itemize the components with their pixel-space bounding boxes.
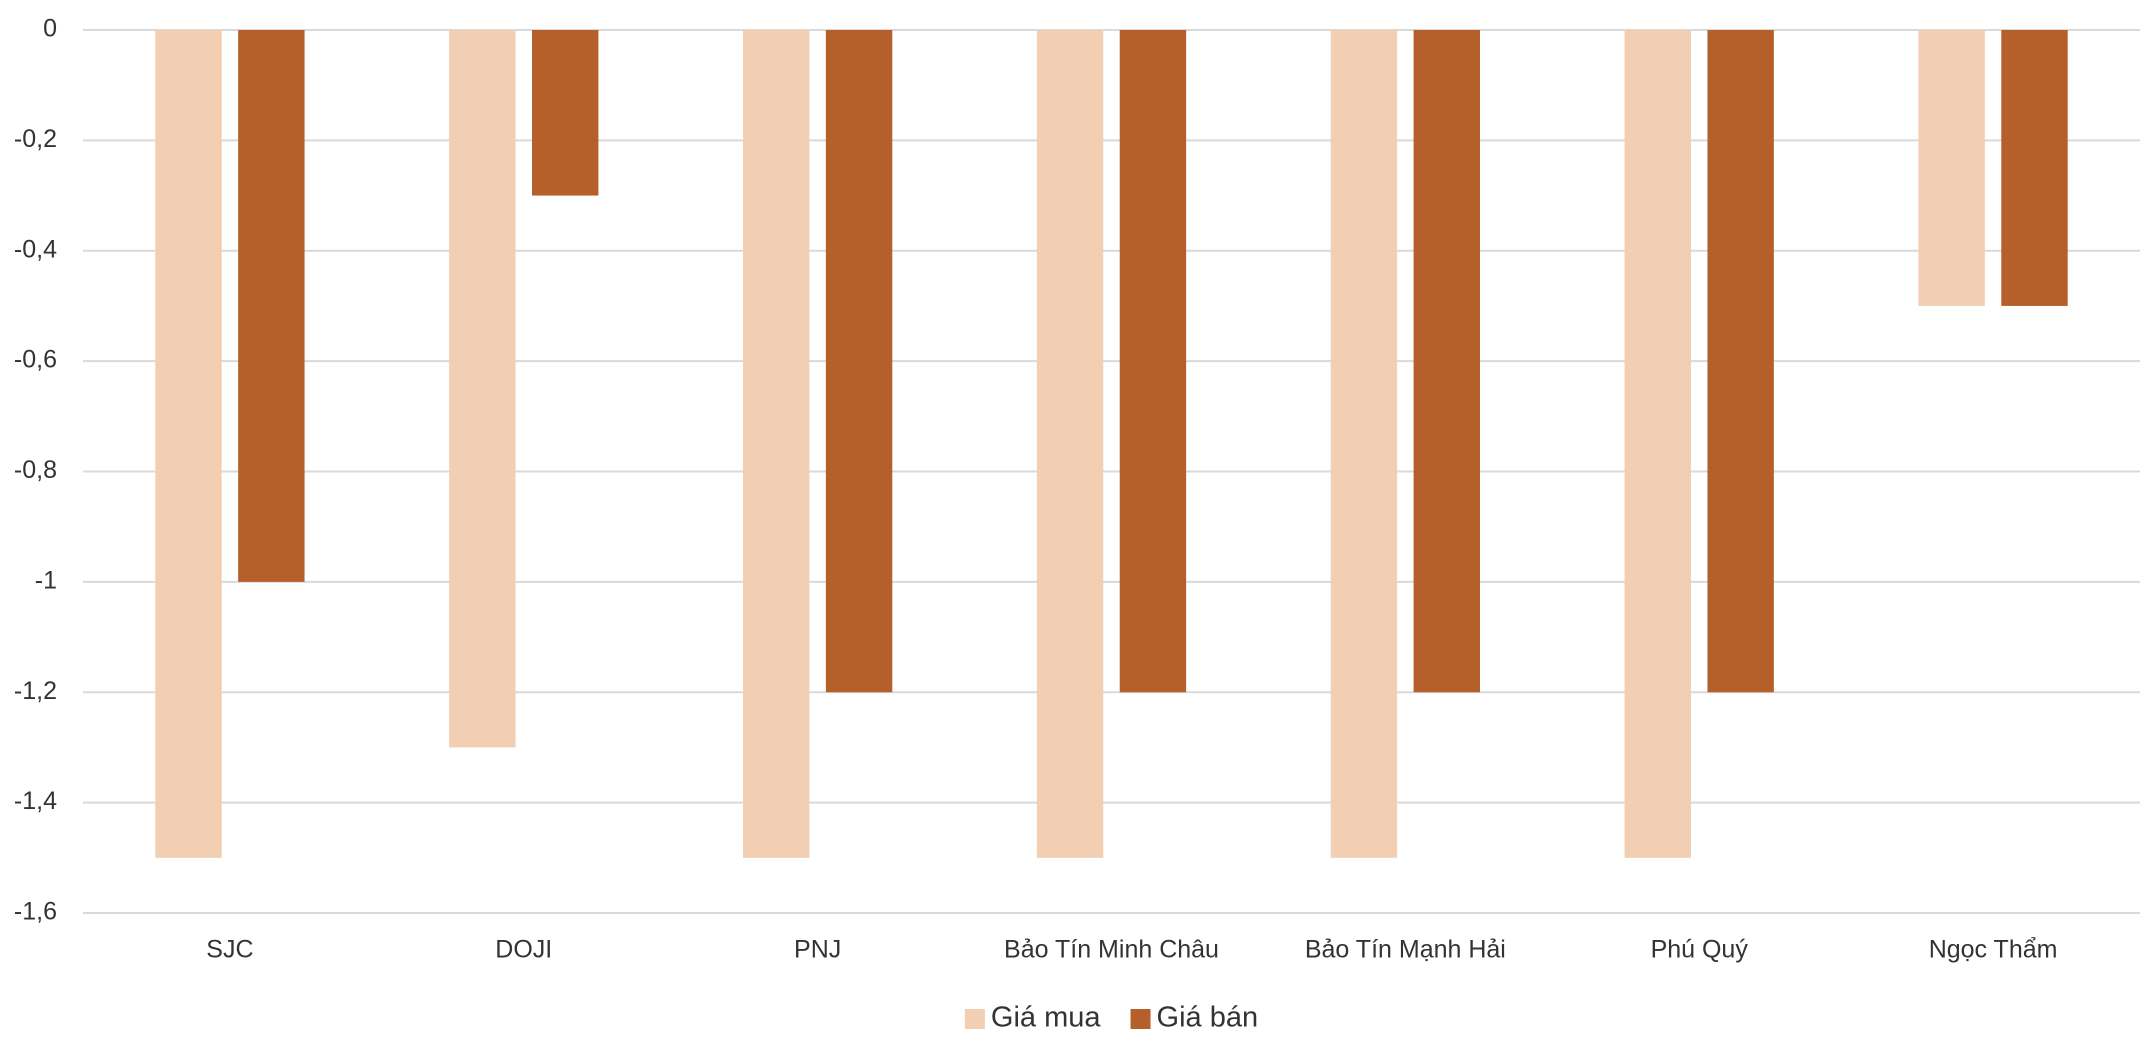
- bar: [1624, 30, 1691, 858]
- y-tick-label: -1,6: [14, 898, 57, 926]
- x-tick-label: Ngọc Thẩm: [1929, 936, 2058, 964]
- x-tick-label: DOJI: [495, 936, 552, 964]
- bar: [1119, 30, 1187, 693]
- y-tick-label: -0,2: [14, 125, 57, 153]
- bar: [1330, 30, 1398, 858]
- bar: [1918, 30, 1985, 306]
- bar: [238, 30, 305, 582]
- bar: [825, 30, 893, 693]
- bar: [449, 30, 516, 748]
- y-tick-label: -1,4: [14, 787, 57, 815]
- bar: [1413, 30, 1480, 693]
- bar: [2001, 30, 2068, 306]
- x-tick-label: PNJ: [794, 936, 841, 964]
- bar: [155, 30, 222, 858]
- bar: [1036, 30, 1104, 858]
- bar: [532, 30, 599, 196]
- y-tick-label: -0,6: [14, 346, 57, 374]
- x-tick-label: Bảo Tín Mạnh Hải: [1305, 936, 1506, 964]
- y-tick-label: -1,2: [14, 677, 57, 705]
- x-tick-label: Phú Quý: [1651, 936, 1749, 964]
- y-tick-label: 0: [43, 15, 57, 43]
- y-tick-label: -0,8: [14, 456, 57, 484]
- y-tick-label: -0,4: [14, 235, 57, 263]
- bar: [743, 30, 810, 858]
- bar: [1707, 30, 1774, 693]
- y-tick-label: -1: [35, 566, 57, 594]
- legend-label: Giá bán: [1157, 1002, 1259, 1034]
- legend-label: Giá mua: [991, 1002, 1101, 1034]
- x-tick-label: SJC: [206, 936, 253, 964]
- legend-swatch: [964, 1009, 985, 1029]
- x-tick-label: Bảo Tín Minh Châu: [1004, 936, 1219, 964]
- legend-swatch: [1130, 1009, 1151, 1029]
